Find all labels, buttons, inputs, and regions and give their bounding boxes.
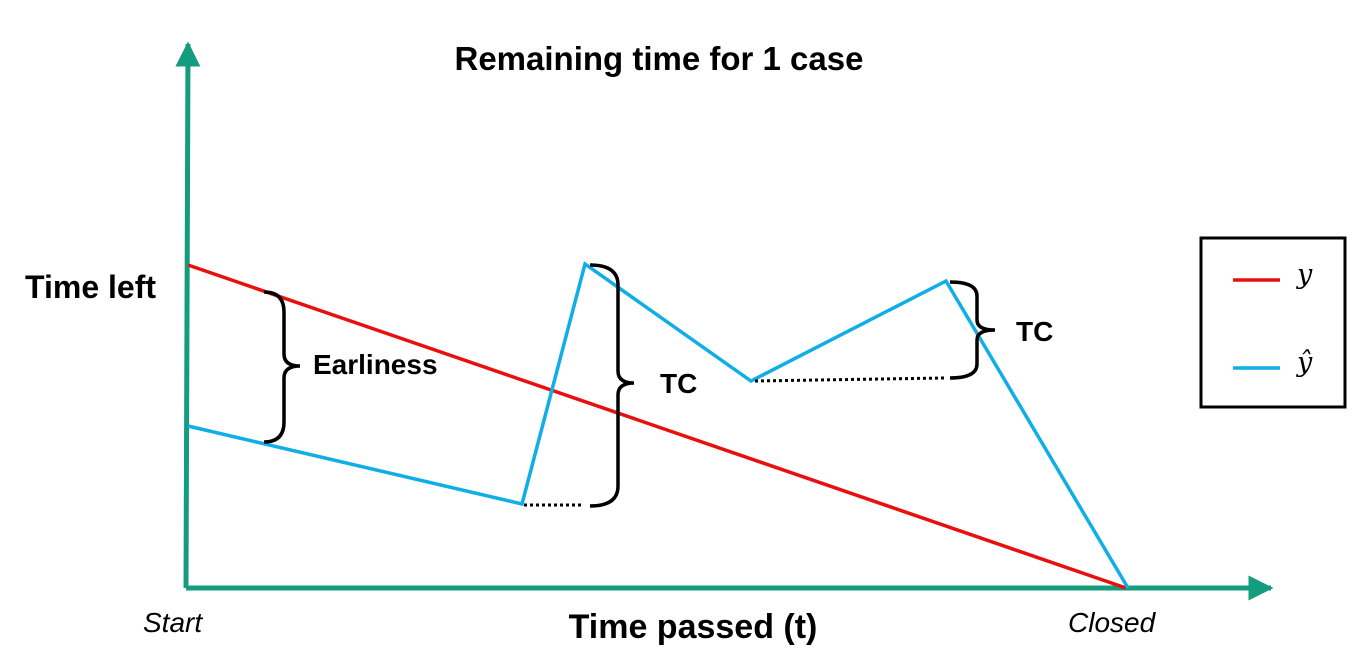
legend-box [1199,236,1347,409]
tc-brace-2 [949,280,996,380]
dotted-reference-2 [754,376,945,383]
legend-actual-label: y [1296,259,1313,290]
tc-brace-1 [589,263,635,508]
diagram-title: Remaining time for 1 case [455,40,864,77]
x-end-label: Closed [1068,607,1157,638]
actual-remaining-time-line [187,263,1127,590]
y-axis-label: Time left [25,269,156,305]
tc-label-1: TC [660,368,697,399]
tc-label-2: TC [1016,316,1053,347]
legend: y ŷ [1199,236,1347,409]
legend-predicted-label: ŷ [1296,347,1313,378]
earliness-brace [263,290,301,444]
x-start-label: Start [143,607,203,638]
predicted-remaining-time-line [187,261,1130,589]
earliness-label: Earliness [313,349,438,380]
x-axis-label: Time passed (t) [569,608,818,646]
y-axis [175,41,201,589]
